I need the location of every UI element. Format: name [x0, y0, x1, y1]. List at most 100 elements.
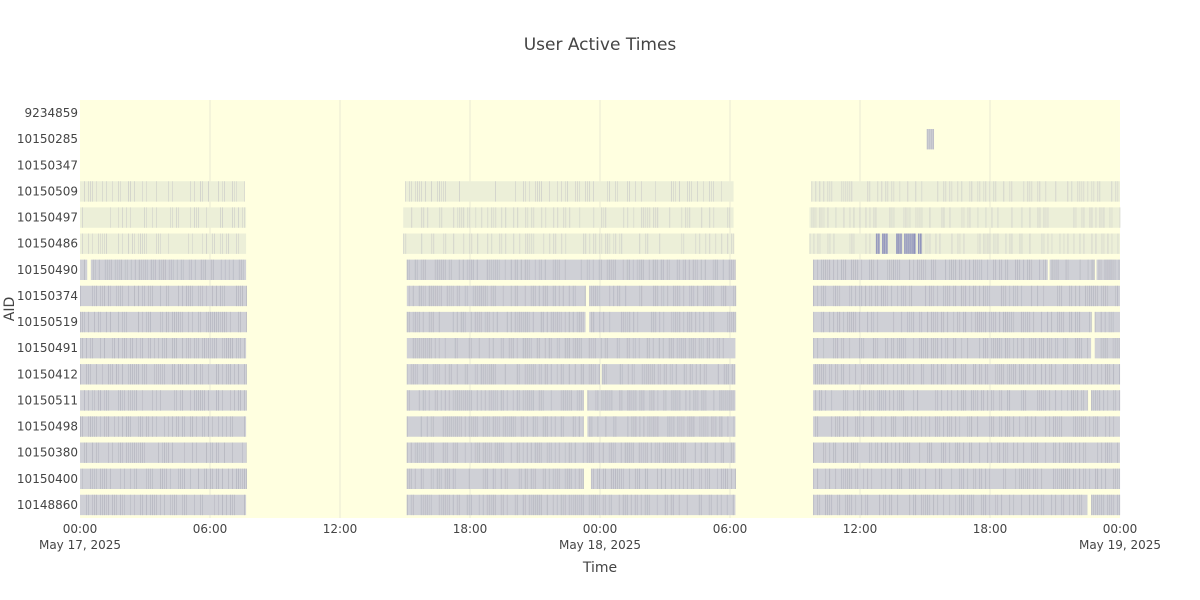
- activity-stripe: [96, 468, 97, 490]
- activity-stripe: [525, 181, 526, 202]
- activity-stripe: [424, 442, 426, 463]
- activity-stripe: [863, 390, 865, 411]
- activity-stripe: [1045, 442, 1047, 463]
- activity-stripe: [238, 259, 240, 281]
- activity-stripe: [212, 259, 214, 281]
- activity-stripe: [979, 442, 981, 463]
- activity-stripe: [422, 259, 424, 281]
- activity-stripe: [565, 181, 566, 202]
- activity-stripe: [730, 259, 732, 281]
- activity-stripe: [122, 494, 123, 516]
- activity-stripe: [240, 259, 242, 281]
- activity-stripe: [1077, 416, 1079, 437]
- activity-stripe: [476, 311, 478, 333]
- activity-stripe: [642, 259, 644, 281]
- activity-stripe: [843, 442, 845, 463]
- activity-stripe: [458, 390, 460, 411]
- active-cell: [813, 390, 1088, 411]
- activity-stripe: [580, 494, 582, 516]
- activity-stripe: [1049, 337, 1051, 359]
- activity-stripe: [1005, 468, 1007, 490]
- activity-stripe: [645, 207, 647, 228]
- activity-stripe: [931, 259, 933, 281]
- activity-stripe: [134, 390, 135, 411]
- activity-stripe: [1009, 311, 1011, 333]
- activity-stripe: [652, 337, 654, 359]
- activity-stripe: [921, 311, 923, 333]
- activity-stripe: [1057, 468, 1059, 490]
- activity-stripe: [728, 259, 730, 281]
- activity-stripe: [1045, 416, 1047, 437]
- activity-stripe: [893, 259, 895, 281]
- activity-stripe: [546, 416, 548, 437]
- activity-stripe: [152, 285, 153, 307]
- activity-stripe: [212, 337, 213, 359]
- activity-stripe: [134, 364, 135, 385]
- activity-stripe: [883, 390, 885, 411]
- activity-stripe: [967, 468, 969, 490]
- activity-stripe: [134, 494, 135, 516]
- activity-stripe: [933, 311, 935, 333]
- activity-stripe: [626, 494, 628, 516]
- activity-stripe: [228, 259, 230, 281]
- activity-stripe: [921, 259, 923, 281]
- activity-stripe: [86, 442, 87, 463]
- activity-stripe: [891, 468, 893, 490]
- activity-stripe: [242, 468, 243, 490]
- activity-stripe: [997, 442, 999, 463]
- activity-stripe: [655, 181, 656, 202]
- activity-stripe: [1063, 494, 1065, 516]
- activity-stripe: [206, 468, 207, 490]
- activity-stripe: [194, 259, 196, 281]
- activity-stripe: [152, 259, 154, 281]
- activity-stripe: [138, 285, 139, 307]
- activity-stripe: [815, 364, 817, 385]
- activity-stripe: [1005, 416, 1007, 437]
- activity-stripe: [1113, 416, 1115, 437]
- activity-stripe: [867, 494, 869, 516]
- activity-stripe: [698, 494, 700, 516]
- activity-stripe: [122, 233, 123, 254]
- activity-stripe: [827, 233, 829, 254]
- activity-stripe: [1003, 364, 1005, 385]
- activity-stripe: [607, 233, 609, 254]
- activity-stripe: [506, 416, 508, 437]
- activity-stripe: [1061, 494, 1063, 516]
- activity-stripe: [495, 207, 497, 228]
- activity-stripe: [694, 259, 696, 281]
- activity-stripe: [949, 207, 951, 228]
- activity-stripe: [981, 494, 983, 516]
- activity-stripe: [96, 442, 97, 463]
- activity-stripe: [653, 311, 655, 333]
- activity-stripe: [727, 364, 729, 385]
- activity-stripe: [1033, 364, 1035, 385]
- activity-stripe: [841, 337, 843, 359]
- activity-stripe: [847, 442, 849, 463]
- activity-stripe: [588, 259, 590, 281]
- activity-stripe: [1037, 442, 1039, 463]
- activity-stripe: [839, 285, 841, 307]
- activity-stripe: [595, 233, 597, 254]
- activity-stripe: [1009, 494, 1011, 516]
- activity-stripe: [983, 233, 985, 254]
- activity-stripe: [989, 494, 991, 516]
- activity-stripe: [605, 207, 607, 228]
- activity-stripe: [1083, 207, 1085, 228]
- activity-stripe: [979, 337, 981, 359]
- activity-stripe: [196, 416, 197, 437]
- activity-stripe: [246, 285, 247, 307]
- activity-stripe: [705, 364, 707, 385]
- activity-stripe: [895, 416, 897, 437]
- activity-stripe: [847, 390, 849, 411]
- activity-stripe: [859, 285, 861, 307]
- activity-stripe: [628, 468, 630, 490]
- activity-stripe: [1015, 364, 1017, 385]
- activity-stripe: [424, 259, 426, 281]
- activity-stripe: [913, 468, 915, 490]
- activity-stripe: [1087, 337, 1089, 359]
- activity-stripe: [1109, 207, 1111, 228]
- activity-stripe: [416, 311, 418, 333]
- activity-stripe: [516, 285, 518, 307]
- activity-stripe: [1029, 259, 1031, 281]
- activity-stripe: [532, 494, 534, 516]
